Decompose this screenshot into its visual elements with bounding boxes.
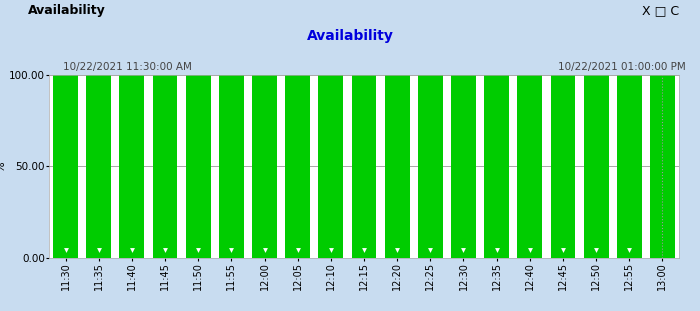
Bar — [550, 75, 575, 258]
Bar — [484, 75, 509, 258]
Bar — [517, 75, 542, 258]
Bar — [53, 75, 78, 258]
Bar — [418, 75, 442, 258]
Text: Availability: Availability — [28, 4, 106, 17]
Bar — [385, 75, 410, 258]
Text: 10/22/2021 01:00:00 PM: 10/22/2021 01:00:00 PM — [559, 62, 686, 72]
Bar — [86, 75, 111, 258]
Bar — [451, 75, 476, 258]
Y-axis label: %: % — [0, 161, 6, 172]
Bar — [650, 75, 675, 258]
Text: Availability: Availability — [307, 29, 393, 43]
Bar — [351, 75, 377, 258]
Bar — [318, 75, 343, 258]
Bar — [617, 75, 642, 258]
Bar — [186, 75, 211, 258]
Bar — [286, 75, 310, 258]
Bar — [219, 75, 244, 258]
Bar — [120, 75, 144, 258]
Text: 10/22/2021 11:30:00 AM: 10/22/2021 11:30:00 AM — [63, 62, 192, 72]
Bar — [153, 75, 178, 258]
Bar — [584, 75, 608, 258]
Bar — [252, 75, 277, 258]
Text: X □ C: X □ C — [642, 4, 679, 17]
